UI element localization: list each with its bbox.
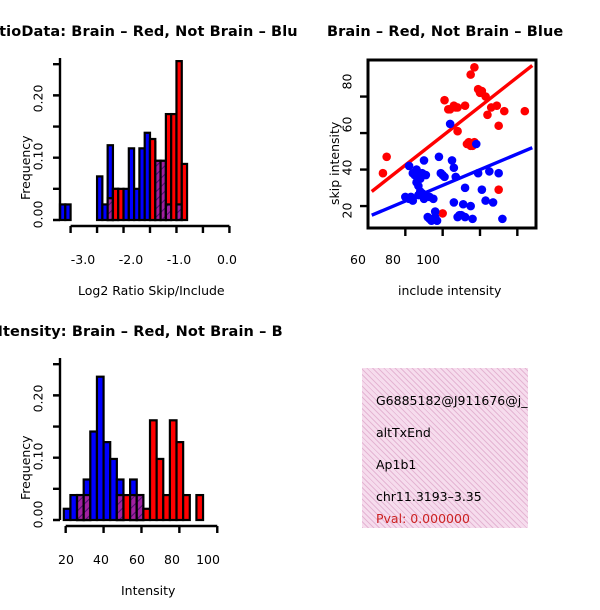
- intensity-xtick-2: 60: [129, 552, 145, 567]
- info-panel: G6885182@J911676@j_ altTxEnd Ap1b1 chr11…: [362, 368, 528, 528]
- intensity-histogram-title: ne Itensity: Brain – Red, Not Brain – B: [0, 324, 283, 340]
- ratio-histogram-xlabel: Log2 Ratio Skip/Include: [78, 283, 225, 298]
- info-line-gene: Ap1b1: [376, 457, 417, 472]
- scatter-xtick-2: 100: [416, 252, 440, 267]
- intensity-xtick-1: 40: [93, 552, 109, 567]
- intensity-xtick-3: 80: [164, 552, 180, 567]
- intensity-xtick-4: 100: [196, 552, 220, 567]
- info-line-event: altTxEnd: [376, 425, 431, 440]
- scatter-xtick-0: 60: [350, 252, 366, 267]
- intensity-histogram-xlabel: Intensity: [121, 583, 176, 598]
- ratio-xtick-2: -1.0: [166, 252, 192, 267]
- scatter-xlabel: include intensity: [398, 283, 502, 298]
- ratio-histogram-title: RatioData: Brain – Red, Not Brain – Blu: [0, 24, 298, 40]
- scatter-plot: [360, 58, 538, 236]
- ratio-histogram-plot: [53, 58, 231, 233]
- panel-ratio-histogram: RatioData: Brain – Red, Not Brain – Blu …: [0, 0, 300, 310]
- panel-intensity-histogram: ne Itensity: Brain – Red, Not Brain – B …: [0, 300, 300, 600]
- panel-intensity-scatter: Brain – Red, Not Brain – Blue skip inten…: [300, 0, 600, 310]
- scatter-xtick-1: 80: [385, 252, 401, 267]
- info-line-id: G6885182@J911676@j_: [376, 393, 528, 408]
- ratio-xtick-1: -2.0: [118, 252, 144, 267]
- intensity-histogram-plot: [53, 358, 219, 533]
- scatter-title: Brain – Red, Not Brain – Blue: [327, 24, 564, 40]
- intensity-xtick-0: 20: [58, 552, 74, 567]
- ratio-xtick-0: -3.0: [70, 252, 96, 267]
- ratio-xtick-3: 0.0: [217, 252, 237, 267]
- info-line-pval: Pval: 0.000000: [376, 511, 470, 526]
- info-line-locus: chr11.3193–3.35: [376, 489, 482, 504]
